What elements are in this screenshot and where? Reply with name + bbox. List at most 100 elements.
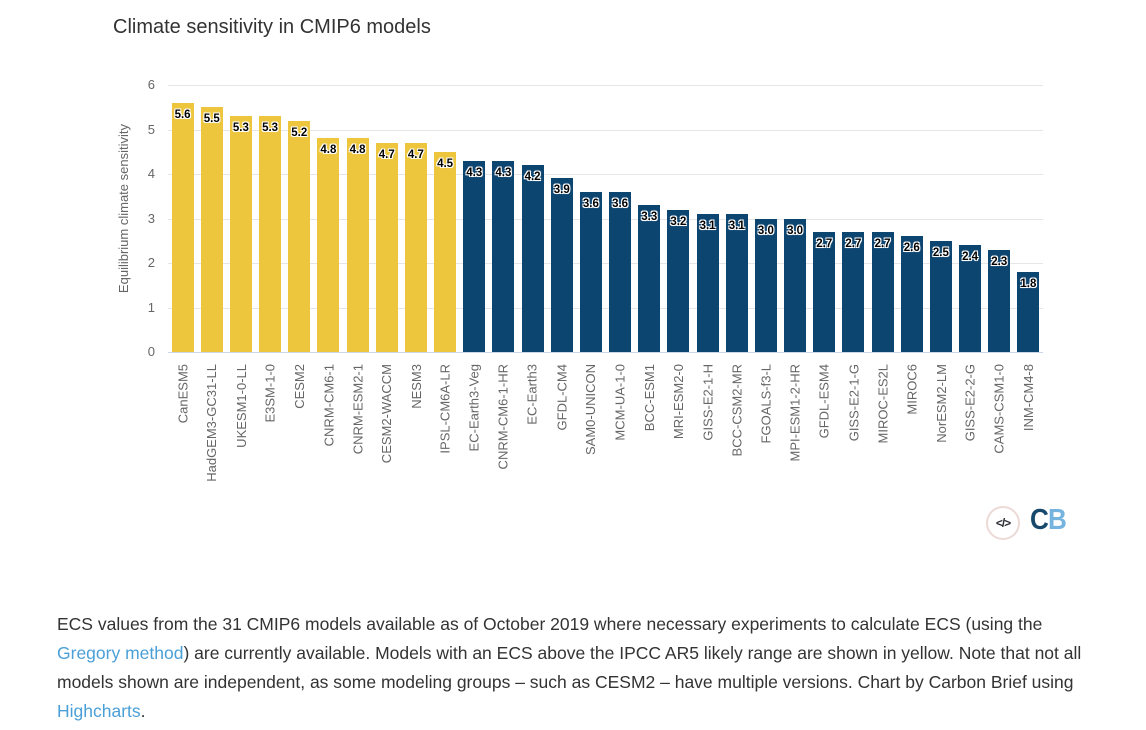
bar-FGOALS-f3-L[interactable] <box>754 218 777 352</box>
caption-text: ) are currently available. Models with a… <box>57 642 1082 692</box>
y-axis-tick-label: 1 <box>147 299 155 315</box>
bar-value-label: 5.2 <box>291 126 308 139</box>
gridline <box>168 307 1043 309</box>
bar-NorESM2-LM[interactable] <box>929 240 952 352</box>
bar-SAM0-UNICON[interactable] <box>579 191 602 352</box>
x-axis-label-GFDL-ESM4: GFDL-ESM4 <box>816 364 832 439</box>
bar-GFDL-CM4[interactable] <box>550 178 573 352</box>
bar-INM-CM4-8[interactable] <box>1017 271 1040 352</box>
bar-value-label: 4.7 <box>407 148 424 161</box>
caption-link-gregory-method[interactable]: Gregory method <box>57 642 184 663</box>
x-axis-label-CNRM-CM6-1-HR: CNRM-CM6-1-HR <box>495 364 511 470</box>
bar-value-label: 3.2 <box>670 215 687 228</box>
bar-GISS-E2-1-G[interactable] <box>842 231 865 352</box>
x-axis-label-GISS-E2-1-G: GISS-E2-1-G <box>845 364 861 442</box>
bar-CNRM-CM6-1-HR[interactable] <box>492 160 515 352</box>
bar-MPI-ESM1-2-HR[interactable] <box>784 218 807 352</box>
bar-GFDL-ESM4[interactable] <box>813 231 836 352</box>
bar-CNRM-ESM2-1[interactable] <box>346 138 369 352</box>
x-axis-label-MCM-UA-1-0: MCM-UA-1-0 <box>612 364 628 441</box>
x-axis-label-EC-Earth3-Veg: EC-Earth3-Veg <box>466 364 482 452</box>
caption-link-highcharts[interactable]: Highcharts <box>57 700 141 721</box>
x-axis-label-NESM3: NESM3 <box>408 364 424 409</box>
bar-IPSL-CM6A-LR[interactable] <box>434 151 457 352</box>
bar-CNRM-CM6-1[interactable] <box>317 138 340 352</box>
bar-value-label: 2.3 <box>991 255 1008 268</box>
bar-MIROC-ES2L[interactable] <box>871 231 894 352</box>
x-axis-label-CNRM-ESM2-1: CNRM-ESM2-1 <box>350 364 366 455</box>
x-axis-label-FGOALS-f3-L: FGOALS-f3-L <box>758 364 774 444</box>
bar-value-label: 4.3 <box>495 166 512 179</box>
carbon-brief-logo: CB <box>1030 504 1067 537</box>
chart-caption: ECS values from the 31 CMIP6 models avai… <box>57 610 1109 726</box>
x-axis-label-BCC-CSM2-MR: BCC-CSM2-MR <box>729 364 745 457</box>
bar-value-label: 2.5 <box>932 246 949 259</box>
bar-value-label: 5.5 <box>203 113 220 126</box>
x-axis-label-GFDL-CM4: GFDL-CM4 <box>554 364 570 431</box>
bar-value-label: 1.8 <box>1020 277 1037 290</box>
bar-value-label: 3.9 <box>553 184 570 197</box>
bar-GISS-E2-2-G[interactable] <box>959 245 982 352</box>
bar-EC-Earth3-Veg[interactable] <box>463 160 486 352</box>
x-axis-label-MRI-ESM2-0: MRI-ESM2-0 <box>670 364 686 440</box>
bar-value-label: 5.3 <box>232 122 249 135</box>
bar-EC-Earth3[interactable] <box>521 165 544 352</box>
caption-text: ECS values from the 31 CMIP6 models avai… <box>57 613 1043 634</box>
bar-UKESM1-0-LL[interactable] <box>229 116 252 352</box>
bar-CanESM5[interactable] <box>171 102 194 352</box>
code-icon: </> <box>986 506 1020 540</box>
bar-GISS-E2-1-H[interactable] <box>696 214 719 352</box>
x-axis-label-SAM0-UNICON: SAM0-UNICON <box>583 364 599 456</box>
x-axis-label-CNRM-CM6-1: CNRM-CM6-1 <box>320 364 336 447</box>
x-axis-label-BCC-ESM1: BCC-ESM1 <box>641 364 657 432</box>
bar-MIROC6[interactable] <box>900 236 923 352</box>
x-axis-label-CESM2-WACCM: CESM2-WACCM <box>379 364 395 464</box>
bar-MCM-UA-1-0[interactable] <box>609 191 632 352</box>
bar-value-label: 4.7 <box>378 148 395 161</box>
bar-value-label: 4.2 <box>524 171 541 184</box>
x-axis-line <box>168 352 1043 353</box>
bar-value-label: 3.1 <box>728 220 745 233</box>
x-axis-label-GISS-E2-1-H: GISS-E2-1-H <box>700 364 716 441</box>
bar-CESM2[interactable] <box>288 120 311 352</box>
bar-value-label: 2.7 <box>816 237 833 250</box>
plot-area: 5.6 5.5 5.3 5.3 5.2 4.8 4.8 4.7 4.7 4.5 4.3 4.3 4.2 3… <box>168 85 1043 353</box>
bar-value-label: 4.3 <box>466 166 483 179</box>
x-axis-label-NorESM2-LM: NorESM2-LM <box>933 364 949 443</box>
gridline <box>168 263 1043 264</box>
climate-sensitivity-chart: Climate sensitivity in CMIP6 models Equi… <box>113 16 1067 540</box>
logo-letter-c: C <box>1030 504 1049 536</box>
bar-value-label: 3.0 <box>757 224 774 237</box>
x-axis-label-UKESM1-0-LL: UKESM1-0-LL <box>233 364 249 448</box>
bar-value-label: 2.4 <box>962 251 979 264</box>
caption-text: . <box>140 700 146 721</box>
bar-value-label: 3.1 <box>699 220 716 233</box>
gridline <box>168 129 1043 131</box>
gridline <box>168 174 1043 175</box>
x-axis-label-MPI-ESM1-2-HR: MPI-ESM1-2-HR <box>787 364 803 462</box>
bar-BCC-CSM2-MR[interactable] <box>725 214 748 352</box>
bar-value-label: 3.6 <box>582 197 599 210</box>
x-axis-label-CAMS-CSM1-0: CAMS-CSM1-0 <box>991 364 1007 454</box>
y-axis-tick-label: 0 <box>147 344 155 359</box>
x-axis-label-GISS-E2-2-G: GISS-E2-2-G <box>962 364 978 442</box>
bar-value-label: 4.8 <box>320 144 337 157</box>
bar-HadGEM3-GC31-LL[interactable] <box>200 107 223 352</box>
bar-NESM3[interactable] <box>404 142 427 352</box>
bar-value-label: 2.7 <box>874 237 891 250</box>
bar-E3SM-1-0[interactable] <box>259 116 282 352</box>
logo-letter-b: B <box>1047 504 1067 536</box>
gridline <box>168 85 1043 86</box>
bar-BCC-ESM1[interactable] <box>638 205 661 352</box>
y-axis-tick-label: 5 <box>147 121 155 137</box>
bar-value-label: 3.6 <box>612 197 629 210</box>
bar-CAMS-CSM1-0[interactable] <box>988 249 1011 352</box>
y-axis-tick-label: 4 <box>147 166 155 181</box>
x-axis-label-MIROC-ES2L: MIROC-ES2L <box>875 364 891 444</box>
bar-CESM2-WACCM[interactable] <box>375 142 398 352</box>
bar-MRI-ESM2-0[interactable] <box>667 209 690 352</box>
bar-value-label: 5.6 <box>174 108 191 121</box>
bar-value-label: 5.3 <box>262 122 279 135</box>
chart-title: Climate sensitivity in CMIP6 models <box>113 16 431 38</box>
x-axis-label-CESM2: CESM2 <box>291 364 307 409</box>
